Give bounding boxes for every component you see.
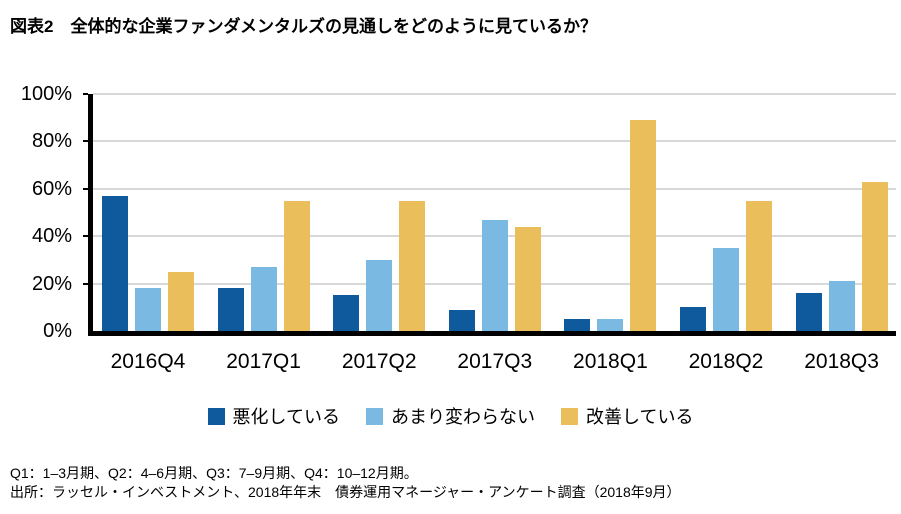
x-axis-label: 2017Q3 — [457, 350, 533, 373]
legend-label-worsening: 悪化している — [232, 407, 340, 427]
bar-unchanged — [481, 219, 508, 331]
legend-item-unchanged: あまり変わらない — [366, 403, 535, 429]
x-axis-label: 2016Q4 — [110, 350, 186, 373]
y-axis-label: 40% — [31, 225, 72, 248]
legend-swatch-worsening — [207, 407, 225, 425]
bar-group — [564, 120, 657, 331]
y-axis-tick — [83, 93, 88, 95]
y-axis-tick — [83, 187, 88, 190]
bar-unchanged — [250, 267, 277, 331]
plot-area — [83, 93, 896, 336]
bar-improving — [283, 200, 310, 331]
footnotes: Q1：1–3月期、Q2：4–6月期、Q3：7–9月期、Q4：10–12月期。 出… — [10, 464, 681, 502]
bar-group — [448, 219, 541, 331]
bar-group — [333, 200, 426, 331]
bar-improving — [399, 200, 426, 331]
bar-group — [217, 200, 310, 331]
bar-improving — [861, 181, 888, 331]
bar-worsening — [564, 319, 591, 331]
x-axis-label: 2018Q2 — [688, 350, 764, 373]
x-axis-label: 2018Q3 — [804, 350, 879, 373]
bar-worsening — [448, 309, 475, 331]
y-axis: 0% 20% 40% 60% 80% 100% — [0, 83, 72, 342]
y-axis-label: 80% — [31, 130, 72, 153]
legend-label-improving: 改善している — [586, 407, 694, 427]
y-axis-tick — [83, 140, 88, 143]
legend-label-unchanged: あまり変わらない — [391, 407, 535, 427]
gridline — [93, 140, 896, 143]
y-axis-label: 60% — [31, 177, 72, 200]
bar-unchanged — [597, 319, 624, 331]
gridline — [93, 93, 896, 95]
legend-item-improving: 改善している — [561, 403, 693, 429]
x-axis-label: 2017Q1 — [226, 350, 301, 373]
bar-improving — [746, 200, 772, 331]
y-axis-tick — [83, 282, 88, 285]
footnote-quarter-definitions: Q1：1–3月期、Q2：4–6月期、Q3：7–9月期、Q4：10–12月期。 — [10, 465, 418, 481]
gridline — [93, 187, 896, 190]
bar-improving — [514, 226, 541, 331]
x-axis-label: 2018Q1 — [573, 350, 648, 373]
bar-unchanged — [828, 281, 855, 331]
legend-swatch-improving — [561, 407, 578, 425]
bar-worsening — [102, 195, 128, 331]
bar-unchanged — [713, 248, 739, 331]
x-axis-label: 2017Q2 — [341, 350, 417, 373]
y-axis-label: 20% — [31, 272, 72, 295]
footnote-source: 出所：ラッセル・インベストメント、2018年年末 債券運用マネージャー・アンケー… — [10, 484, 681, 500]
chart-title: 図表2 全体的な企業ファンダメンタルズの見通しをどのように見ているか？ — [10, 17, 597, 36]
y-axis-label: 100% — [20, 83, 72, 105]
bar-unchanged — [135, 288, 161, 331]
x-axis: 2016Q4 2017Q1 2017Q2 2017Q3 2018Q1 2018Q2 2018… — [93, 350, 896, 380]
bar-group — [795, 181, 888, 331]
bar-worsening — [333, 295, 360, 331]
y-axis-tick — [83, 235, 88, 238]
bar-group — [102, 195, 194, 331]
bar-improving — [168, 271, 194, 331]
bar-worsening — [217, 288, 244, 331]
legend: 悪化している あまり変わらない 改善している — [0, 403, 901, 429]
legend-item-worsening: 悪化している — [207, 403, 340, 429]
bar-worsening — [795, 293, 822, 331]
legend-swatch-unchanged — [366, 407, 383, 425]
bar-unchanged — [366, 259, 393, 331]
bar-worsening — [680, 307, 706, 331]
bar-improving — [630, 120, 657, 331]
y-axis-label: 0% — [43, 320, 72, 342]
bar-group — [680, 200, 772, 331]
